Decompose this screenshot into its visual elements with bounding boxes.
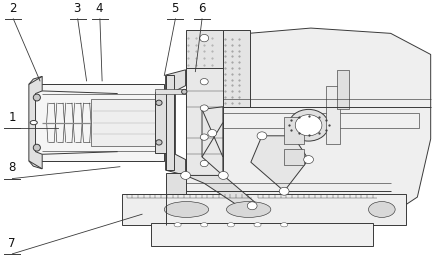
Bar [223, 113, 419, 128]
Bar [166, 173, 186, 194]
Polygon shape [202, 107, 223, 175]
Ellipse shape [254, 223, 261, 227]
Polygon shape [186, 28, 431, 237]
Ellipse shape [247, 202, 257, 210]
Bar [326, 86, 340, 144]
Ellipse shape [30, 121, 37, 125]
Bar [29, 84, 164, 161]
Ellipse shape [33, 144, 40, 151]
Text: 2: 2 [9, 2, 16, 15]
Bar [223, 30, 250, 107]
Polygon shape [29, 76, 42, 169]
Ellipse shape [164, 202, 209, 217]
Bar [337, 70, 349, 109]
Polygon shape [251, 136, 309, 191]
Ellipse shape [201, 223, 208, 227]
Bar [186, 30, 223, 69]
Ellipse shape [257, 132, 267, 140]
Ellipse shape [33, 94, 40, 101]
Text: 4: 4 [96, 2, 103, 15]
Text: 7: 7 [8, 237, 16, 250]
Ellipse shape [200, 160, 208, 167]
Ellipse shape [174, 223, 181, 227]
Bar [166, 75, 174, 170]
Text: 8: 8 [8, 161, 16, 174]
Ellipse shape [304, 156, 313, 163]
Ellipse shape [182, 89, 187, 94]
Ellipse shape [200, 105, 208, 111]
Bar [122, 194, 406, 225]
Bar [284, 117, 304, 144]
Bar [186, 67, 223, 175]
Ellipse shape [200, 79, 208, 85]
Ellipse shape [369, 202, 395, 217]
Ellipse shape [156, 100, 162, 105]
Ellipse shape [208, 130, 217, 137]
Ellipse shape [156, 140, 162, 145]
Ellipse shape [200, 34, 209, 42]
Bar [155, 92, 166, 153]
Text: 1: 1 [8, 111, 16, 124]
Ellipse shape [295, 115, 322, 136]
Bar [155, 89, 186, 94]
Text: 6: 6 [198, 2, 205, 15]
Bar [284, 149, 304, 165]
Text: 3: 3 [74, 2, 81, 15]
Ellipse shape [226, 202, 271, 217]
Bar [151, 224, 373, 246]
Ellipse shape [279, 187, 289, 195]
Ellipse shape [200, 134, 208, 140]
Ellipse shape [281, 223, 288, 227]
Ellipse shape [181, 172, 190, 179]
Ellipse shape [218, 172, 228, 179]
Bar [91, 99, 160, 146]
Ellipse shape [289, 109, 329, 141]
Text: 5: 5 [171, 2, 178, 15]
Polygon shape [166, 70, 186, 175]
Polygon shape [186, 175, 258, 210]
Ellipse shape [227, 223, 234, 227]
